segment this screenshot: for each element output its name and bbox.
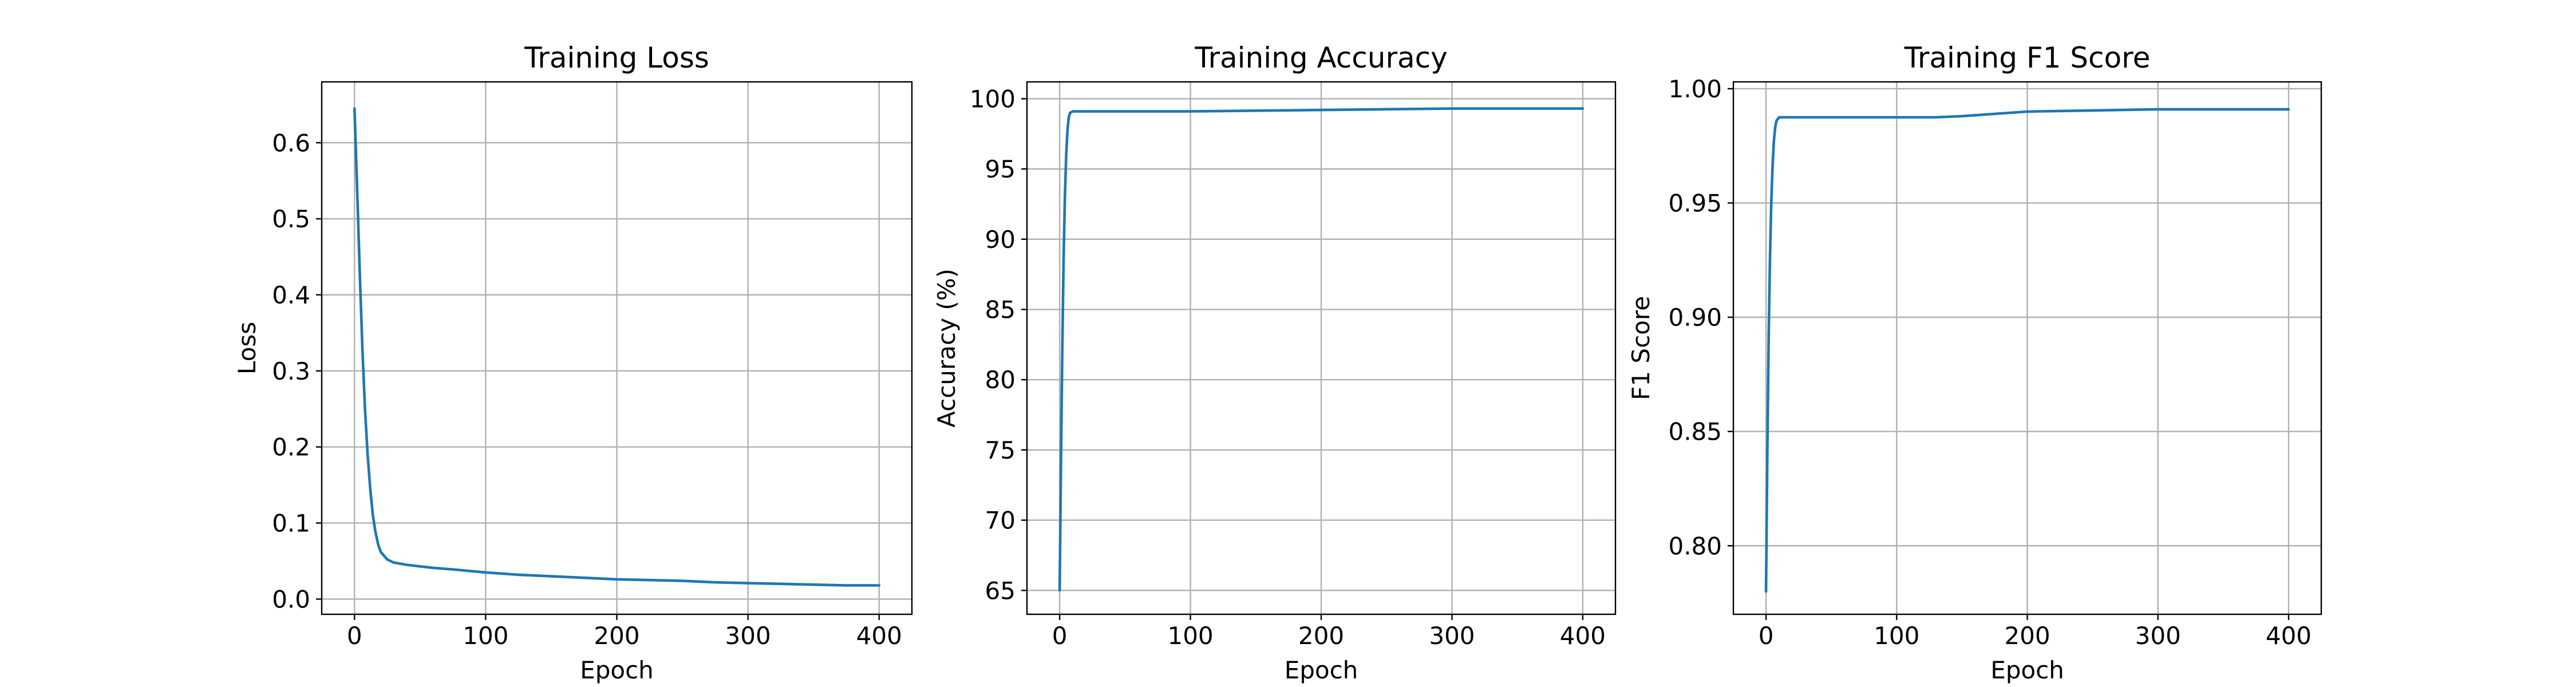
x-axis-label: Epoch [580,656,654,684]
y-tick-label: 80 [985,366,1016,394]
x-tick-label: 300 [725,622,771,650]
x-tick-label: 400 [2266,622,2312,650]
panel-training-loss: Training Loss 0 100 200 300 400 0.0 0.1 0.2 0.3 0… [233,41,913,684]
series-line [1764,108,2290,593]
y-tick-label: 0.1 [272,510,310,538]
chart-title: Training Loss [524,41,709,74]
y-tick-label: 0.80 [1668,532,1722,560]
series-line [1058,107,1585,592]
panel-training-f1-score: Training F1 Score 0 100 200 300 400 0.80 0.85 0… [1627,41,2322,684]
x-tick-label: 400 [1560,622,1606,650]
y-tick-label: 65 [985,577,1016,605]
y-tick-label: 75 [985,436,1016,464]
x-tick-label: 300 [1429,622,1475,650]
y-axis-label: F1 Score [1627,296,1655,400]
x-tick-label: 100 [1167,622,1213,650]
y-tick-label: 0.3 [272,357,310,385]
x-tick-label: 200 [594,622,639,650]
panel-training-accuracy: Training Accuracy 0 100 200 300 400 65 70 75 80 8… [933,41,1617,684]
y-tick-label: 0.0 [272,585,310,613]
x-axis-label: Epoch [1285,656,1358,684]
y-tick-label: 90 [985,226,1016,254]
y-tick-label: 1.00 [1668,75,1722,103]
y-tick-label: 0.95 [1668,189,1722,218]
series-line [353,107,881,587]
y-tick-label: 0.2 [272,433,310,461]
x-tick-label: 100 [463,622,508,650]
y-tick-label: 0.90 [1668,303,1722,331]
chart-title: Training F1 Score [1904,41,2151,74]
y-tick-label: 0.4 [272,281,310,309]
y-tick-label: 70 [985,507,1016,535]
chart-title: Training Accuracy [1194,41,1447,74]
x-tick-label: 400 [856,622,902,650]
y-tick-label: 85 [985,296,1016,324]
y-tick-label: 100 [970,85,1016,113]
x-tick-label: 100 [1874,622,1919,650]
x-tick-label: 0 [1759,622,1774,650]
y-tick-label: 0.85 [1668,418,1722,446]
y-tick-label: 0.6 [272,129,310,157]
y-axis-label: Loss [233,322,261,374]
y-tick-label: 0.5 [272,205,310,233]
x-tick-label: 200 [1298,622,1344,650]
x-tick-label: 0 [347,622,362,650]
y-axis-label: Accuracy (%) [933,269,961,428]
y-tick-label: 95 [985,155,1016,183]
x-axis-label: Epoch [1990,656,2064,684]
x-tick-label: 300 [2135,622,2181,650]
x-tick-label: 0 [1052,622,1068,650]
x-tick-label: 200 [2004,622,2050,650]
